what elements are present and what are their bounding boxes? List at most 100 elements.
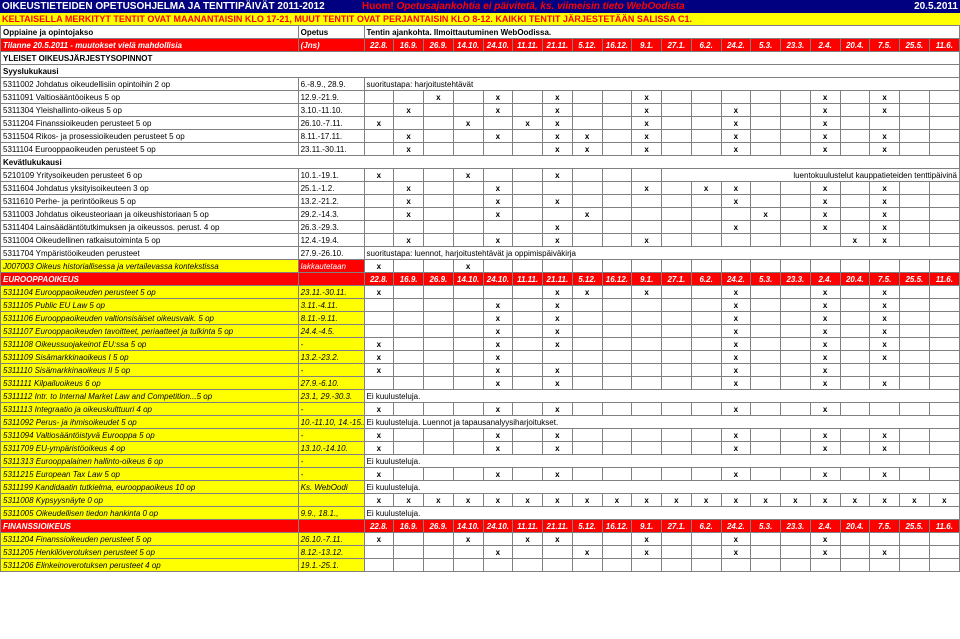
empty-cell (929, 429, 959, 442)
empty-cell (453, 143, 483, 156)
x-mark: x (721, 403, 751, 416)
empty-cell (572, 338, 602, 351)
empty-cell (602, 429, 632, 442)
course-name: 5311106 Eurooppaoikeuden valtionsisäiset… (1, 312, 299, 325)
empty-cell (900, 195, 930, 208)
empty-cell (483, 260, 513, 273)
empty-cell (394, 429, 424, 442)
empty-cell (632, 559, 662, 572)
empty-cell (632, 468, 662, 481)
empty-cell (781, 221, 811, 234)
empty-cell (453, 325, 483, 338)
date-header: 21.11. (543, 39, 573, 52)
empty-cell (662, 234, 692, 247)
date-header: 5.12. (572, 520, 602, 533)
empty-cell (513, 221, 543, 234)
empty-cell (602, 559, 632, 572)
empty-cell (453, 286, 483, 299)
date-header: 11.11. (513, 39, 543, 52)
empty-cell (840, 312, 870, 325)
empty-cell (602, 221, 632, 234)
date-header: 11.6. (929, 520, 959, 533)
empty-cell (513, 377, 543, 390)
date-header: 9.1. (632, 39, 662, 52)
date-header: 9.1. (632, 273, 662, 286)
empty-cell (900, 546, 930, 559)
x-mark: x (483, 195, 513, 208)
course-row: 5311002 Johdatus oikeudellisiin opintoih… (1, 78, 960, 91)
col-header-opetus: Opetus (298, 26, 364, 39)
empty-cell (572, 559, 602, 572)
empty-cell (751, 351, 781, 364)
empty-cell (840, 377, 870, 390)
empty-cell (513, 468, 543, 481)
empty-cell (453, 364, 483, 377)
course-name: 5311704 Ympäristöoikeuden perusteet (1, 247, 299, 260)
date-header: 2.4. (810, 273, 840, 286)
course-name: 5311112 Intr. to Internal Market Law and… (1, 390, 299, 403)
x-mark: x (513, 494, 543, 507)
empty-cell (721, 559, 751, 572)
empty-cell (900, 364, 930, 377)
row-note: suoritustapa: harjoitustehtävät (364, 78, 960, 91)
x-mark: x (424, 91, 454, 104)
course-dates: 13.2.-21.2. (298, 195, 364, 208)
x-mark: x (721, 351, 751, 364)
empty-cell (513, 91, 543, 104)
x-mark: x (543, 364, 573, 377)
empty-cell (929, 221, 959, 234)
empty-cell (602, 338, 632, 351)
x-mark: x (721, 429, 751, 442)
empty-cell (751, 559, 781, 572)
empty-cell (781, 312, 811, 325)
empty-cell (424, 130, 454, 143)
title-note: Huom! Opetusajankohtia ei päivitetä, ks.… (362, 1, 898, 12)
empty-cell (840, 429, 870, 442)
x-mark: x (870, 442, 900, 455)
x-mark: x (572, 546, 602, 559)
empty-cell (870, 260, 900, 273)
course-dates: - (298, 403, 364, 416)
course-row: 5311106 Eurooppaoikeuden valtionsisäiset… (1, 312, 960, 325)
x-mark: x (691, 494, 721, 507)
empty-cell (840, 325, 870, 338)
empty-cell (394, 286, 424, 299)
empty-cell (453, 104, 483, 117)
x-mark: x (721, 143, 751, 156)
course-name: 5311113 Integraatio ja oikeuskulttuuri 4… (1, 403, 299, 416)
empty-cell (929, 312, 959, 325)
date-header: 16.12. (602, 273, 632, 286)
empty-cell (840, 299, 870, 312)
course-name: 5311004 Oikeudellinen ratkaisutoiminta 5… (1, 234, 299, 247)
empty-cell (364, 299, 394, 312)
empty-cell (870, 364, 900, 377)
empty-cell (602, 104, 632, 117)
empty-cell (453, 546, 483, 559)
x-mark: x (543, 130, 573, 143)
empty-cell (929, 325, 959, 338)
empty-cell (453, 377, 483, 390)
x-mark: x (810, 403, 840, 416)
empty-cell (691, 117, 721, 130)
x-mark: x (543, 104, 573, 117)
empty-cell (751, 338, 781, 351)
empty-cell (929, 364, 959, 377)
empty-cell (543, 208, 573, 221)
course-row: 5311104 Eurooppaoikeuden perusteet 5 op … (1, 286, 960, 299)
course-dates: - (298, 455, 364, 468)
empty-cell (781, 91, 811, 104)
x-mark: x (840, 494, 870, 507)
x-mark: x (751, 494, 781, 507)
empty-cell (662, 195, 692, 208)
empty-cell (483, 169, 513, 182)
x-mark: x (483, 377, 513, 390)
empty-cell (662, 403, 692, 416)
x-mark: x (394, 130, 424, 143)
date-header: 6.2. (691, 520, 721, 533)
x-mark: x (543, 143, 573, 156)
page-title: OIKEUSTIETEIDEN OPETUSOHJELMA JA TENTTIP… (2, 1, 362, 12)
empty-cell (572, 221, 602, 234)
empty-cell (513, 130, 543, 143)
section-kevat: Kevätlukukausi (1, 156, 960, 169)
x-mark: x (364, 117, 394, 130)
